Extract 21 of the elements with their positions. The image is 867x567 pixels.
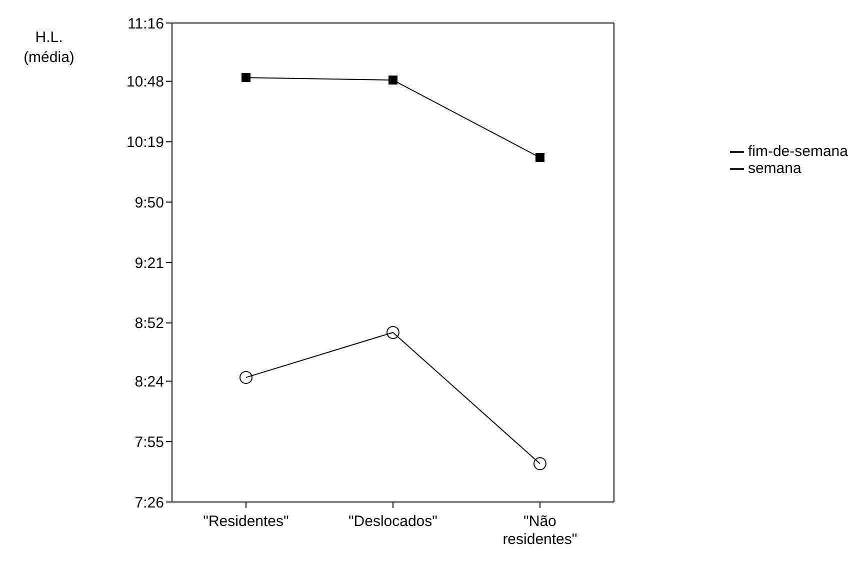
x-tick-label: "Não residentes" (502, 513, 578, 548)
y-tick-label: 7:26 (134, 494, 164, 512)
point (533, 457, 546, 470)
x-tick-label: "Deslocados" (348, 513, 438, 530)
y-tick-label: 8:24 (134, 374, 164, 391)
legend-label: fim-de-semana (748, 143, 848, 160)
y-tick-label: 11:16 (128, 15, 164, 32)
y-tick-label: 10:19 (126, 134, 164, 152)
point (242, 73, 250, 82)
y-tick-label: 7:55 (134, 434, 164, 451)
y-tick-label: 9:50 (134, 194, 164, 212)
y-tick-label: 9:21 (134, 254, 164, 272)
y-tick-label: 10:48 (126, 74, 164, 91)
point (386, 326, 400, 339)
point (535, 153, 544, 162)
point (388, 76, 398, 85)
y-tick-label: 8:52 (134, 315, 164, 332)
x-tick-label: "Residentes" (203, 513, 289, 530)
point (240, 370, 252, 384)
y-axis-title: H.L. (média) (22, 28, 76, 68)
legend-label: semana (748, 160, 802, 177)
